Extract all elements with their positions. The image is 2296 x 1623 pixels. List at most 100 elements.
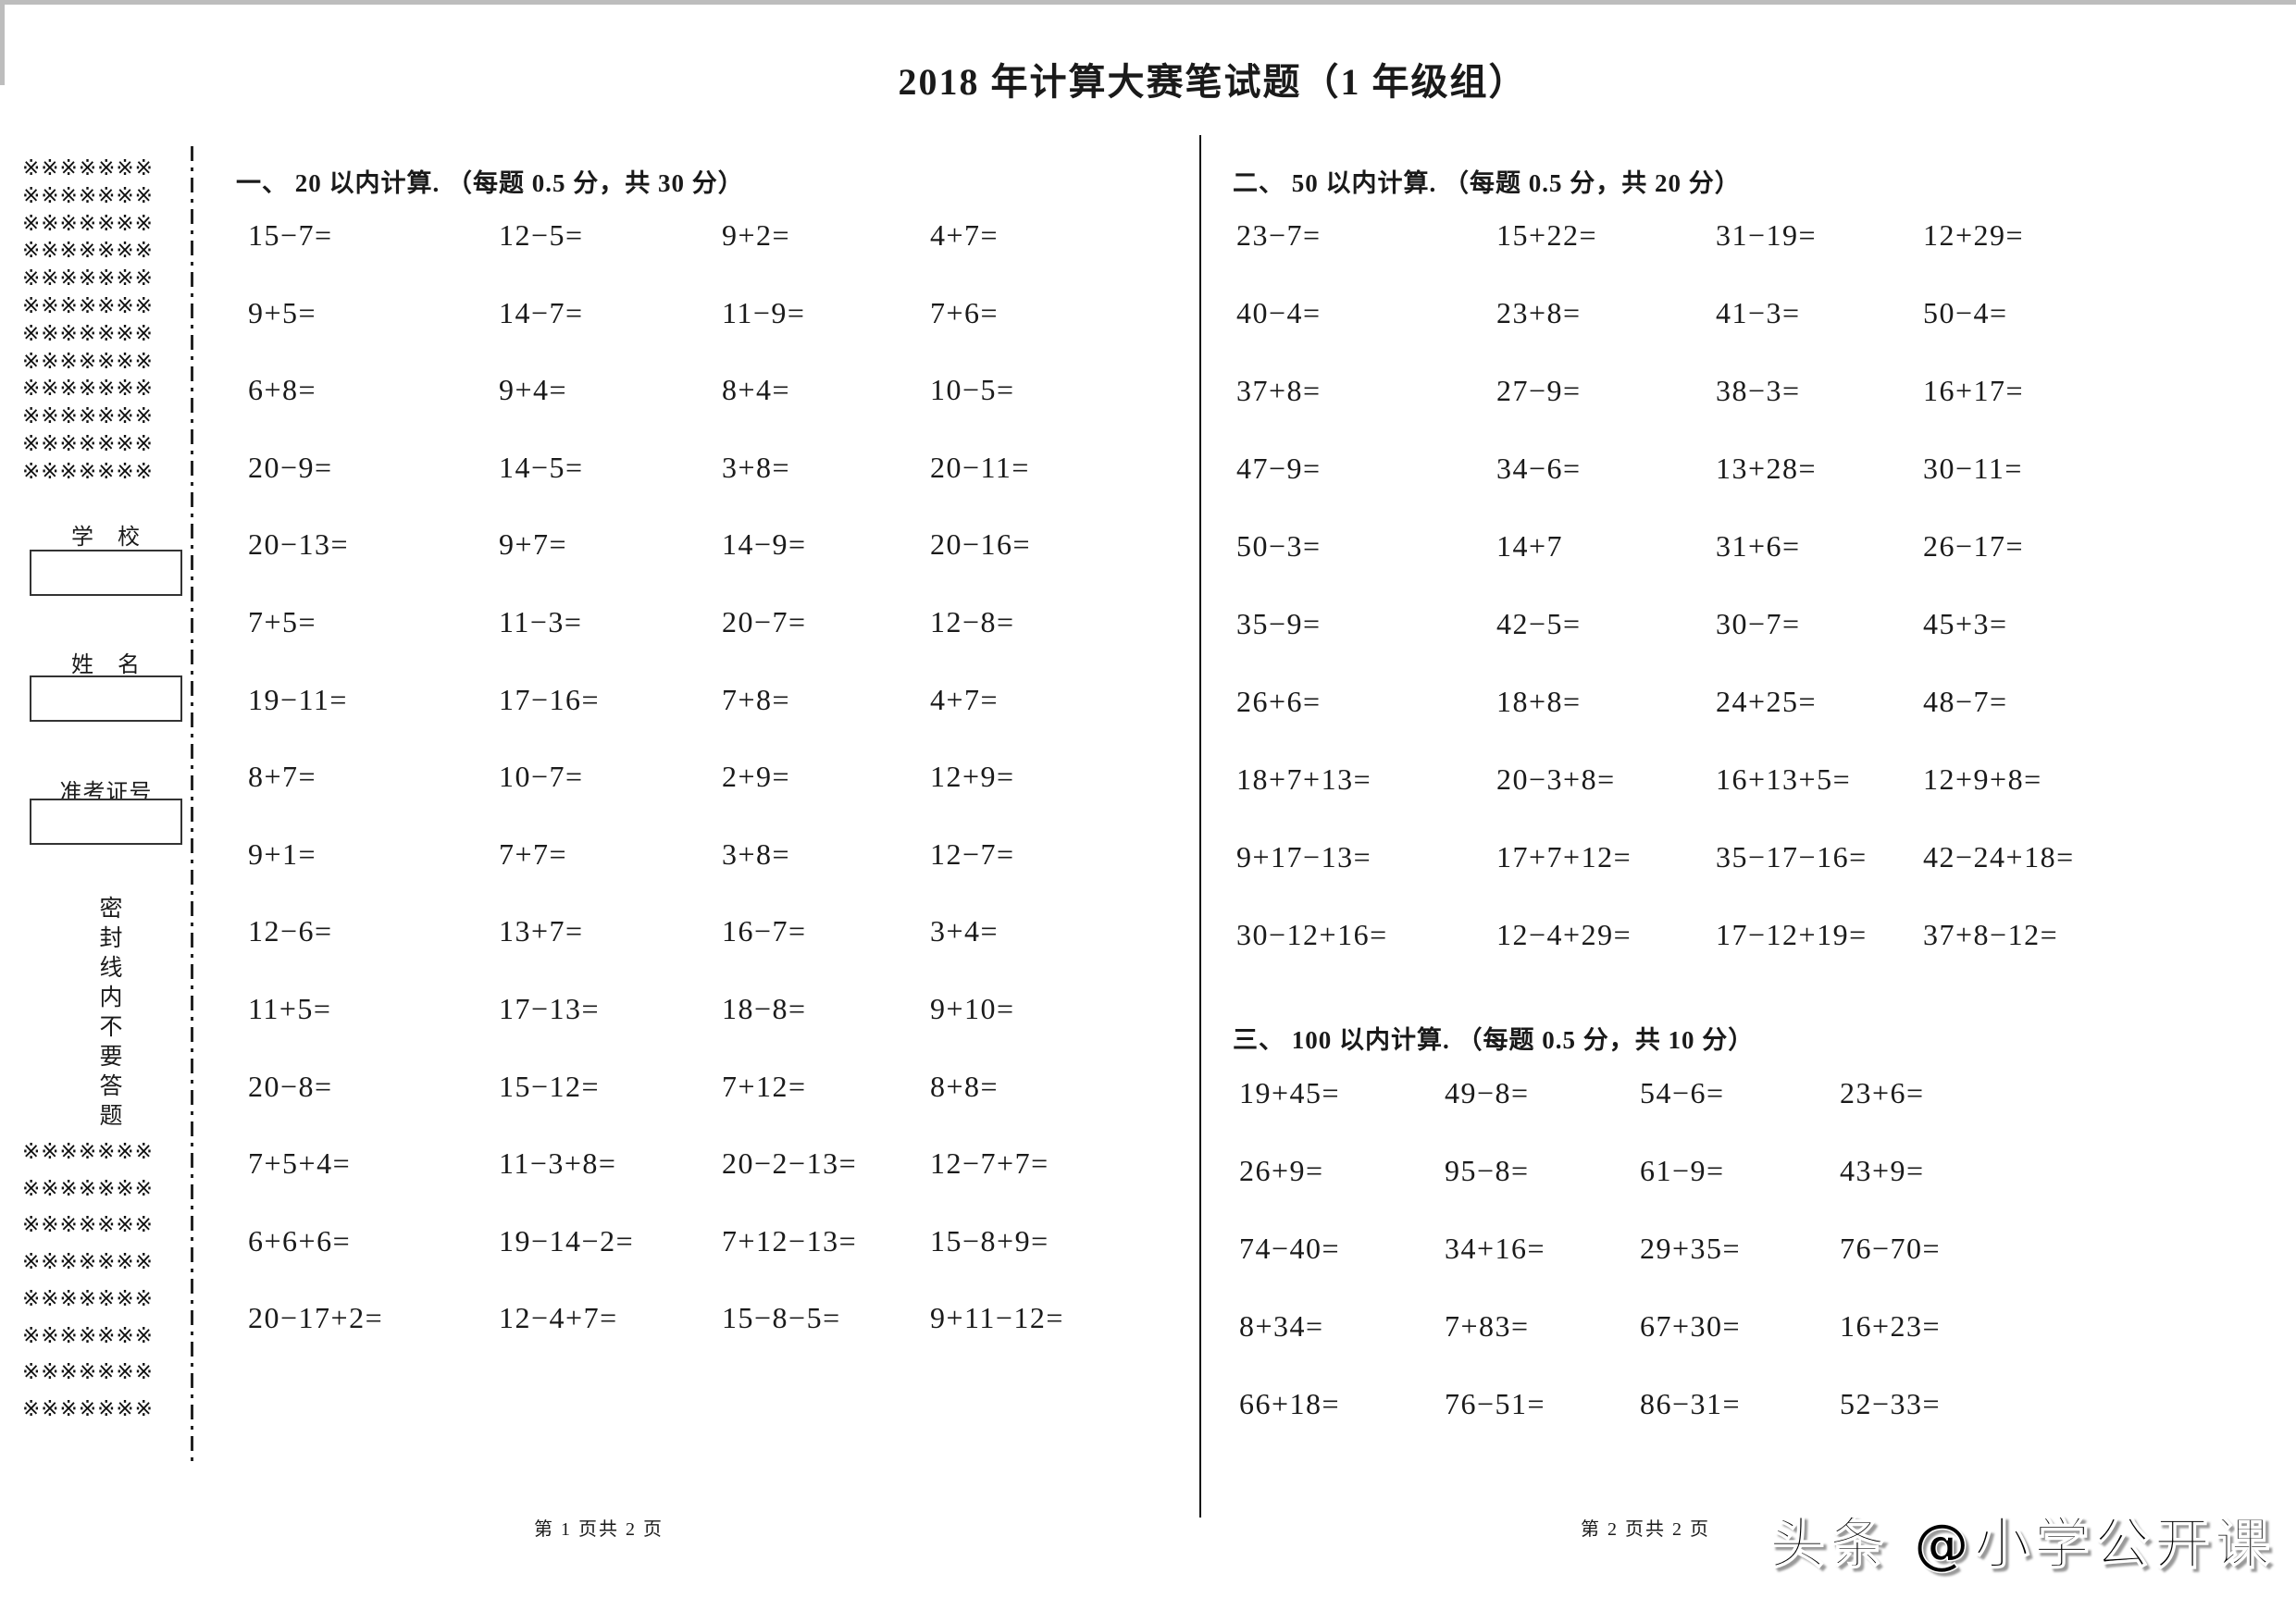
problem: 42−5=: [1496, 607, 1582, 640]
problem: 16+23=: [1840, 1309, 1942, 1343]
problem: 7+7=: [499, 836, 568, 871]
problem: 20−8=: [248, 1069, 333, 1103]
problem: 15−8−5=: [722, 1301, 841, 1335]
problem: 16−7=: [722, 914, 807, 948]
seal-marks-row: ※※※※※※※: [22, 1250, 154, 1275]
problem: 7+5+4=: [248, 1146, 352, 1181]
problem: 86−31=: [1640, 1387, 1742, 1420]
scan-edge-left: [0, 0, 5, 85]
problem: 9+1=: [248, 836, 317, 871]
problem: 8+7=: [248, 760, 317, 794]
problem: 11−3=: [499, 605, 583, 638]
problem: 19−11=: [248, 682, 348, 716]
problem: 12+29=: [1923, 218, 2025, 252]
problem: 34+16=: [1445, 1232, 1546, 1265]
problem: 12−7=: [930, 836, 1015, 871]
problem: 6+8=: [248, 373, 317, 407]
admission-ticket-input-box: [30, 799, 182, 845]
problem: 8+4=: [722, 373, 791, 407]
seal-marks-row: ※※※※※※※: [22, 1213, 154, 1238]
problem: 50−3=: [1236, 529, 1322, 563]
seal-marks-row: ※※※※※※※: [22, 1286, 154, 1311]
watermark: 头条 @小学公开课: [1769, 1511, 2275, 1578]
seal-marks-row: ※※※※※※※: [22, 1323, 154, 1348]
problem: 47−9=: [1236, 452, 1322, 485]
page-1-footer: 第 1 页共 2 页: [534, 1519, 664, 1540]
problem: 4+7=: [930, 218, 999, 252]
problem: 9+2=: [722, 218, 791, 252]
problem: 10−5=: [930, 373, 1015, 407]
problem: 9+5=: [248, 295, 317, 329]
problem: 20−7=: [722, 605, 807, 638]
problem: 66+18=: [1239, 1387, 1341, 1420]
problem: 8+8=: [930, 1069, 999, 1103]
problem: 18+8=: [1496, 685, 1582, 718]
problem: 29+35=: [1640, 1232, 1742, 1265]
page-2-footer: 第 2 页共 2 页: [1581, 1519, 1710, 1540]
problem: 18−8=: [722, 992, 807, 1025]
problem: 14−7=: [499, 295, 584, 329]
problem: 20−9=: [248, 450, 333, 484]
page-divider-line: [1199, 135, 1201, 1518]
problem: 12+9+8=: [1923, 762, 2042, 796]
seal-marks-row: ※※※※※※※: [22, 431, 154, 456]
seal-marks-top: ※※※※※※※ ※※※※※※※ ※※※※※※※ ※※※※※※※ ※※※※※※※ ※※※※※…: [22, 155, 191, 487]
problem: 10−7=: [499, 760, 584, 794]
problem: 9+10=: [930, 992, 1015, 1025]
problem: 26−17=: [1923, 529, 2025, 563]
seal-marks-row: ※※※※※※※: [22, 211, 154, 236]
problem: 20−17+2=: [248, 1301, 384, 1335]
problem: 26+6=: [1236, 685, 1322, 718]
problem: 54−6=: [1640, 1076, 1725, 1109]
problem: 30−12+16=: [1236, 918, 1388, 951]
problem: 12+9=: [930, 760, 1015, 794]
seal-marks-row: ※※※※※※※: [22, 183, 154, 208]
problem: 17−13=: [499, 992, 601, 1025]
problem: 20−16=: [930, 527, 1032, 562]
problem: 48−7=: [1923, 685, 2008, 718]
problem: 17+7+12=: [1496, 840, 1632, 873]
problem: 20−2−13=: [722, 1146, 858, 1181]
section-2-heading: 二、 50 以内计算. （每题 0.5 分，共 20 分）: [1233, 169, 1741, 197]
problem: 52−33=: [1840, 1387, 1942, 1420]
problem: 12−4+7=: [499, 1301, 618, 1335]
problem: 18+7+13=: [1236, 762, 1372, 796]
school-label: 学 校: [71, 526, 141, 550]
problem: 67+30=: [1640, 1309, 1742, 1343]
problem: 23+8=: [1496, 296, 1582, 329]
problem: 9+7=: [499, 527, 568, 562]
seal-marks-row: ※※※※※※※: [22, 321, 154, 346]
problem: 20−3+8=: [1496, 762, 1616, 796]
seal-marks-row: ※※※※※※※: [22, 1176, 154, 1201]
problem: 14−9=: [722, 527, 807, 562]
problem: 23−7=: [1236, 218, 1322, 252]
seal-marks-row: ※※※※※※※: [22, 404, 154, 429]
scan-edge-top: [0, 0, 2296, 5]
problem: 17−16=: [499, 682, 601, 716]
problem: 37+8=: [1236, 374, 1322, 407]
seal-marks-row: ※※※※※※※: [22, 349, 154, 374]
problem: 13+7=: [499, 914, 584, 948]
name-input-box: [30, 675, 182, 722]
problem: 45+3=: [1923, 607, 2008, 640]
problem: 11−9=: [722, 295, 806, 329]
problem: 76−51=: [1445, 1387, 1546, 1420]
problem: 7+5=: [248, 605, 317, 638]
page-title: 2018 年计算大赛笔试题（1 年级组）: [898, 61, 1528, 103]
problem: 38−3=: [1716, 374, 1801, 407]
problem: 6+6+6=: [248, 1223, 352, 1258]
problem: 31−19=: [1716, 218, 1818, 252]
problem: 3+8=: [722, 450, 791, 484]
seal-dashed-line: [191, 146, 193, 1462]
section-3-heading: 三、 100 以内计算. （每题 0.5 分，共 10 分）: [1233, 1026, 1755, 1054]
problem: 7+12=: [722, 1069, 807, 1103]
problem: 61−9=: [1640, 1154, 1725, 1187]
problem: 41−3=: [1716, 296, 1801, 329]
problem: 8+34=: [1239, 1309, 1324, 1343]
problem: 15−8+9=: [930, 1223, 1049, 1258]
problem: 34−6=: [1496, 452, 1582, 485]
problem: 15−7=: [248, 218, 333, 252]
problem: 15−12=: [499, 1069, 601, 1103]
problem: 11+5=: [248, 992, 332, 1025]
